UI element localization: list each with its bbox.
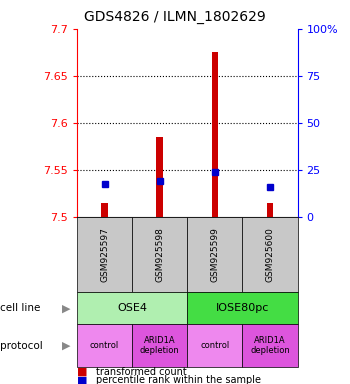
Text: GSM925599: GSM925599 [210, 227, 219, 282]
Bar [101, 203, 108, 217]
Text: percentile rank within the sample: percentile rank within the sample [96, 375, 261, 384]
Bar [156, 137, 163, 217]
Text: GDS4826 / ILMN_1802629: GDS4826 / ILMN_1802629 [84, 10, 266, 23]
Text: ■: ■ [77, 367, 88, 377]
Text: GSM925600: GSM925600 [265, 227, 274, 282]
Bar [211, 52, 218, 217]
Text: control: control [200, 341, 230, 350]
Bar [267, 203, 273, 217]
Text: control: control [90, 341, 119, 350]
Text: IOSE80pc: IOSE80pc [216, 303, 269, 313]
Text: ■: ■ [77, 375, 88, 384]
Text: ▶: ▶ [62, 303, 70, 313]
Text: GSM925597: GSM925597 [100, 227, 109, 282]
Text: GSM925598: GSM925598 [155, 227, 164, 282]
Text: OSE4: OSE4 [117, 303, 147, 313]
Text: transformed count: transformed count [96, 367, 187, 377]
Text: ARID1A
depletion: ARID1A depletion [140, 336, 180, 355]
Text: cell line: cell line [0, 303, 40, 313]
Text: protocol: protocol [0, 341, 43, 351]
Text: ARID1A
depletion: ARID1A depletion [250, 336, 290, 355]
Text: ▶: ▶ [62, 341, 70, 351]
